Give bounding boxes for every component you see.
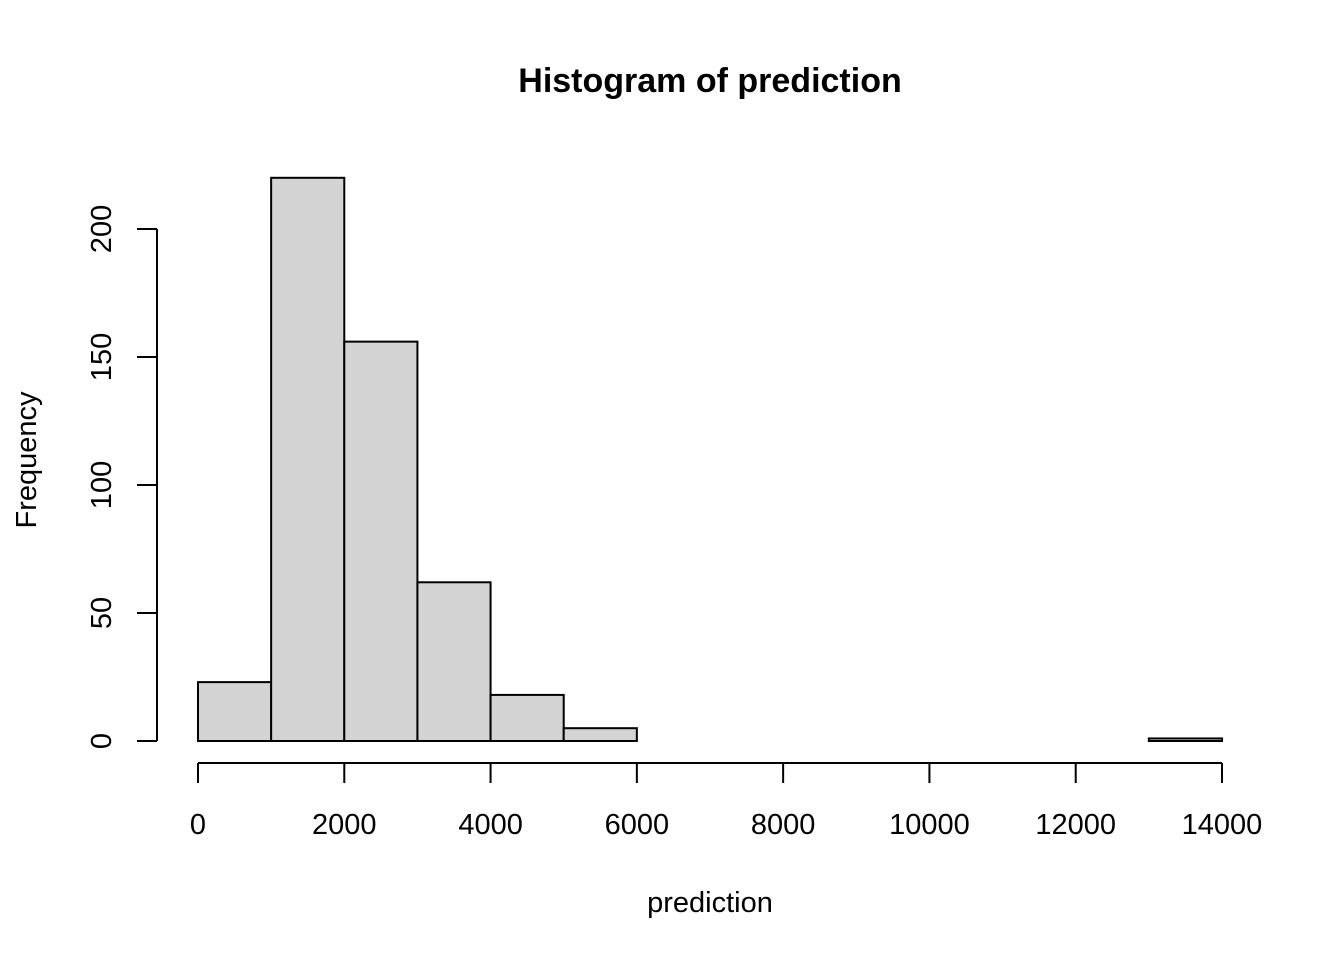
y-tick-label: 50 xyxy=(86,597,118,629)
x-tick-label: 0 xyxy=(190,809,206,841)
x-tick-label: 10000 xyxy=(889,809,970,841)
y-axis-label: Frequency xyxy=(11,391,43,529)
y-tick-label: 0 xyxy=(86,733,118,749)
y-tick-label: 150 xyxy=(86,333,118,381)
histogram-bar xyxy=(270,176,346,743)
bars-group xyxy=(197,176,1224,743)
y-axis: 0 50 100 150 200 xyxy=(86,205,158,749)
chart-title: Histogram of prediction xyxy=(518,62,901,100)
histogram-bar xyxy=(562,727,638,743)
histogram-bar xyxy=(343,340,419,742)
x-tick-label: 6000 xyxy=(605,809,670,841)
x-tick-label: 8000 xyxy=(751,809,816,841)
y-tick-label: 100 xyxy=(86,461,118,509)
x-tick-label: 12000 xyxy=(1035,809,1116,841)
histogram-bar xyxy=(416,581,492,743)
x-axis: 0 2000 4000 6000 8000 10000 12000 14000 xyxy=(190,762,1263,841)
y-tick-label: 200 xyxy=(86,205,118,253)
x-tick-label: 4000 xyxy=(458,809,523,841)
x-axis-label: prediction xyxy=(647,887,773,919)
x-tick-label: 14000 xyxy=(1182,809,1263,841)
histogram-bar xyxy=(489,693,565,742)
histogram-bar xyxy=(1147,737,1224,743)
x-tick-label: 2000 xyxy=(312,809,377,841)
histogram-bar xyxy=(197,681,273,742)
